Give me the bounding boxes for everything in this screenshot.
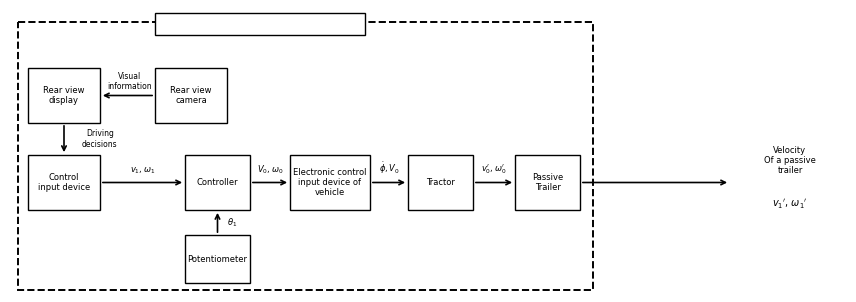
Bar (18, 22, 593, 290)
Text: Driving
decisions: Driving decisions (82, 129, 117, 149)
Text: Rear view
display: Rear view display (44, 86, 85, 105)
Text: $v_1, \omega_1$: $v_1, \omega_1$ (130, 166, 155, 176)
Text: $\dot{\phi}, V_0$: $\dot{\phi}, V_0$ (378, 161, 400, 176)
Text: Control
input device: Control input device (38, 173, 90, 192)
Text: $V_0, \omega_0$: $V_0, \omega_0$ (257, 164, 283, 176)
Bar (155, 13, 365, 35)
Text: Controller: Controller (197, 178, 238, 187)
Bar (28, 155, 100, 210)
Bar (185, 235, 250, 283)
Text: Electronic control
input device of
vehicle: Electronic control input device of vehic… (294, 168, 366, 198)
Text: $\theta_1$: $\theta_1$ (228, 216, 238, 229)
Bar (155, 68, 227, 123)
Text: Visual
information: Visual information (107, 72, 152, 91)
Text: Velocity
Of a passive
trailer: Velocity Of a passive trailer (764, 146, 816, 175)
Text: $v_0', \omega_0'$: $v_0', \omega_0'$ (481, 163, 507, 176)
Text: Potentiometer: Potentiometer (187, 255, 247, 264)
Bar (515, 155, 580, 210)
Text: Passive
Trailer: Passive Trailer (532, 173, 563, 192)
Bar (408, 155, 473, 210)
Bar (290, 155, 370, 210)
Text: Rear view
camera: Rear view camera (170, 86, 211, 105)
Bar (28, 68, 100, 123)
Text: Driver assistance system: Driver assistance system (199, 19, 322, 29)
Bar (185, 155, 250, 210)
Text: $v_1{}'$, $\omega_1{}'$: $v_1{}'$, $\omega_1{}'$ (772, 198, 808, 211)
Text: Tractor: Tractor (426, 178, 455, 187)
